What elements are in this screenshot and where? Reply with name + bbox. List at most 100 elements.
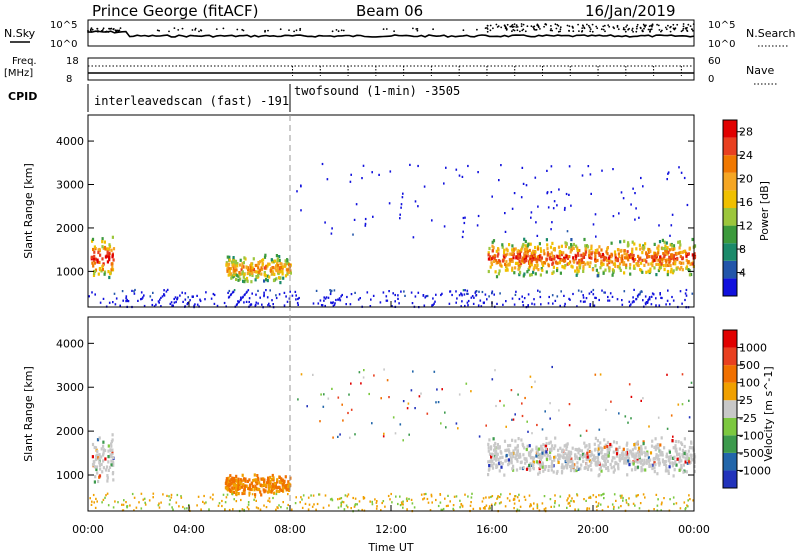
heatmap-cell: [523, 495, 526, 498]
heatmap-cell: [241, 262, 244, 266]
heatmap-cell: [549, 245, 553, 249]
heatmap-cell: [530, 259, 534, 263]
noise-search-point: [105, 30, 108, 33]
heatmap-cell: [518, 493, 520, 496]
heatmap-cell: [112, 463, 115, 467]
heatmap-cell: [599, 373, 602, 376]
heatmap-cell: [572, 256, 575, 260]
heatmap-cell: [459, 499, 461, 502]
heatmap-cell: [671, 464, 674, 468]
colorbar-tick-label: -25: [739, 412, 757, 425]
heatmap-cell: [688, 460, 691, 464]
heatmap-cell: [469, 504, 472, 507]
heatmap-cell: [563, 256, 566, 260]
heatmap-cell: [488, 467, 491, 471]
heatmap-cell: [300, 184, 302, 187]
heatmap-cell: [439, 501, 442, 504]
noise-search-point: [656, 23, 658, 26]
heatmap-cell: [679, 290, 682, 293]
heatmap-cell: [234, 261, 237, 265]
heatmap-cell: [638, 507, 641, 510]
heatmap-cell: [98, 436, 101, 440]
heatmap-cell: [661, 257, 664, 261]
heatmap-cell: [589, 304, 591, 307]
heatmap-cell: [523, 446, 526, 450]
heatmap-cell: [431, 219, 433, 222]
heatmap-cell: [196, 504, 198, 507]
noise-search-point: [342, 29, 345, 32]
heatmap-cell: [254, 484, 257, 488]
heatmap-cell: [171, 304, 173, 307]
heatmap-cell: [263, 291, 265, 294]
heatmap-cell: [630, 203, 632, 206]
noise-search-point: [578, 30, 580, 32]
heatmap-cell: [492, 239, 496, 243]
heatmap-cell: [467, 164, 469, 168]
heatmap-cell: [101, 268, 104, 272]
heatmap-cell: [490, 455, 493, 459]
heatmap-cell: [561, 463, 564, 467]
noise-search-point: [194, 29, 197, 31]
heatmap-cell: [376, 505, 378, 508]
heatmap-cell: [107, 468, 110, 472]
heatmap-cell: [326, 178, 329, 181]
heatmap-cell: [511, 207, 514, 210]
heatmap-cell: [667, 471, 670, 475]
heatmap-cell: [330, 232, 333, 235]
heatmap-cell: [603, 464, 606, 468]
heatmap-cell: [241, 508, 244, 511]
heatmap-cell: [256, 270, 259, 274]
heatmap-cell: [532, 460, 535, 464]
heatmap-cell: [597, 502, 600, 505]
heatmap-cell: [493, 457, 496, 461]
heatmap-cell: [628, 383, 631, 386]
heatmap-cell: [621, 254, 624, 258]
heatmap-cell: [485, 496, 487, 499]
heatmap-cell: [233, 498, 235, 501]
heatmap-cell: [561, 455, 564, 459]
heatmap-cell: [402, 439, 404, 442]
heatmap-cell: [294, 502, 297, 505]
heatmap-cell: [239, 258, 242, 262]
heatmap-cell: [662, 264, 665, 268]
heatmap-cell: [678, 260, 681, 265]
heatmap-cell: [594, 251, 597, 255]
noise-search-point: [682, 27, 685, 30]
heatmap-cell: [594, 249, 597, 253]
heatmap-cell: [140, 298, 142, 301]
heatmap-cell: [620, 191, 623, 194]
heatmap-cell: [209, 496, 212, 499]
heatmap-cell: [651, 264, 654, 268]
heatmap-cell: [642, 397, 644, 400]
heatmap-cell: [596, 456, 600, 460]
heatmap-cell: [661, 247, 664, 251]
heatmap-cell: [495, 455, 498, 459]
heatmap-cell: [582, 265, 585, 269]
heatmap-cell: [638, 257, 641, 261]
heatmap-cell: [636, 465, 640, 469]
heatmap-cell: [653, 251, 656, 255]
heatmap-cell: [270, 258, 273, 262]
heatmap-cell: [574, 457, 577, 461]
heatmap-cell: [526, 246, 529, 250]
y-tick-label: 2000: [56, 222, 84, 235]
heatmap-cell: [490, 503, 493, 506]
heatmap-cell: [656, 504, 659, 507]
heatmap-cell: [533, 298, 535, 301]
heatmap-cell: [279, 281, 282, 285]
heatmap-cell: [98, 260, 101, 264]
heatmap-cell: [140, 291, 143, 294]
heatmap-cell: [651, 292, 654, 295]
heatmap-cell: [669, 461, 672, 465]
heatmap-cell: [680, 171, 683, 174]
heatmap-cell: [388, 202, 391, 205]
heatmap-cell: [657, 498, 659, 501]
heatmap-cell: [539, 247, 542, 251]
heatmap-cell: [601, 289, 603, 292]
heatmap-cell: [131, 492, 134, 496]
heatmap-cell: [686, 252, 689, 256]
heatmap-cell: [657, 248, 660, 252]
heatmap-cell: [347, 493, 350, 496]
heatmap-cell: [462, 216, 465, 220]
